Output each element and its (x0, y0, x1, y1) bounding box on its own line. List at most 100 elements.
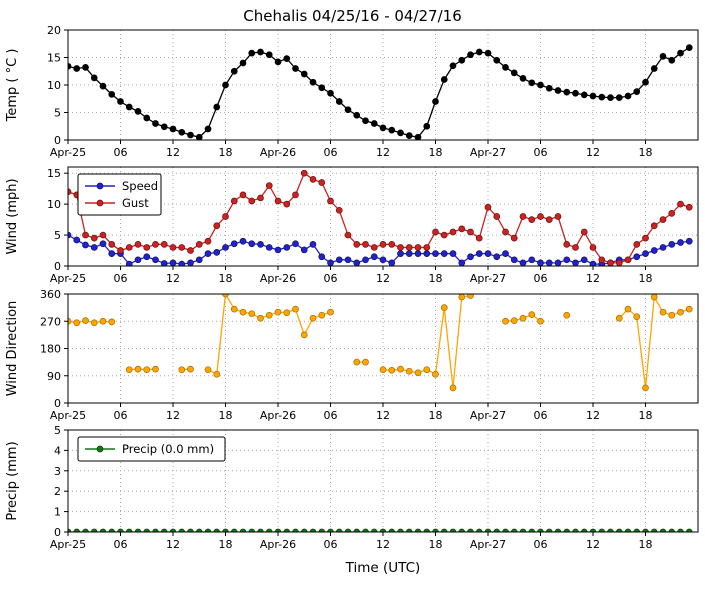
x-tick-label: 18 (639, 272, 653, 285)
x-tick-label: 18 (639, 146, 653, 159)
x-tick-label: Apr-25 (50, 409, 86, 422)
y-tick-label-temp: 0 (54, 134, 61, 147)
x-tick-label: 12 (376, 538, 390, 551)
x-tick-label: Apr-26 (260, 409, 296, 422)
direction-line (129, 368, 156, 371)
x-tick-label: 06 (534, 146, 548, 159)
series-group-temp (68, 44, 693, 140)
series-group-wind-direction (68, 294, 693, 392)
x-tick-label: 12 (376, 146, 390, 159)
x-tick-label: 18 (429, 272, 443, 285)
y-tick-label-precip: 3 (54, 465, 61, 478)
x-tick-label: 12 (166, 409, 180, 422)
x-tick-label: 18 (219, 272, 233, 285)
speed-line (68, 234, 690, 265)
y-tick-label-temp: 5 (54, 107, 61, 120)
x-tick-label: Apr-27 (470, 538, 506, 551)
x-tick-label: 06 (534, 538, 548, 551)
y-tick-label-wind-direction: 90 (47, 370, 61, 383)
y-tick-label-temp: 10 (47, 79, 61, 92)
y-tick-label-wind-direction: 0 (54, 397, 61, 410)
y-tick-label-temp: 20 (47, 24, 61, 37)
x-tick-label: Apr-27 (470, 146, 506, 159)
y-tick-label-wind: 5 (54, 229, 61, 242)
x-tick-label: 12 (376, 409, 390, 422)
x-tick-label: 12 (166, 146, 180, 159)
x-tick-label: 18 (429, 146, 443, 159)
x-tick-label: Apr-27 (470, 409, 506, 422)
speed-markers (68, 231, 693, 266)
y-tick-label-temp: 15 (47, 52, 61, 65)
x-tick-label: 06 (534, 272, 548, 285)
direction-markers (68, 294, 693, 392)
y-tick-label-precip: 4 (54, 444, 61, 457)
x-tick-label: Apr-25 (50, 146, 86, 159)
legend-precip: Precip (0.0 mm) (77, 436, 226, 462)
temp-markers (68, 44, 693, 140)
legend-label: Speed (122, 179, 158, 193)
subplot-wind-direction: 0 90 180 270 360 Apr-25 06 12 18 Apr-26 06 12 18 Apr-… (5, 288, 699, 422)
x-tick-label: 06 (114, 272, 128, 285)
x-tick-label: 06 (324, 409, 338, 422)
chart-title: Chehalis 04/25/16 - 04/27/16 (243, 7, 462, 25)
y-axis-title-wind: Wind (mph) (5, 178, 20, 254)
x-tick-label: 18 (219, 146, 233, 159)
gust-markers (68, 169, 693, 266)
x-axis-title: Time (UTC) (345, 560, 421, 576)
subplot-temp: 0 5 10 15 20 Apr-25 06 12 18 Apr-26 06 12 18 Apr-27 06… (5, 24, 699, 159)
legend-label: Gust (122, 196, 149, 210)
y-tick-label-wind: 10 (47, 198, 61, 211)
legend-label: Precip (0.0 mm) (122, 442, 214, 456)
x-tick-label: Apr-25 (50, 272, 86, 285)
y-tick-label-wind: 0 (54, 260, 61, 273)
grid-temp (67, 29, 698, 141)
subplot-wind: 0 5 10 15 Apr-25 06 12 18 Apr-26 06 12 18 Apr-27 06 12… (5, 166, 699, 285)
x-tick-label: 18 (429, 538, 443, 551)
x-tick-label: 12 (376, 272, 390, 285)
x-tick-label: 06 (114, 538, 128, 551)
y-axis-title-precip: Precip (mm) (5, 441, 20, 520)
x-tick-label: 06 (114, 409, 128, 422)
x-tick-label: 12 (586, 146, 600, 159)
y-tick-label-wind-direction: 180 (40, 343, 61, 356)
x-tick-label: Apr-25 (50, 538, 86, 551)
x-tick-label: 12 (586, 272, 600, 285)
x-tick-label: 12 (586, 409, 600, 422)
series-group-precip (68, 528, 693, 532)
x-tick-label: 18 (639, 538, 653, 551)
x-tick-label: Apr-27 (470, 272, 506, 285)
x-tick-label: 18 (219, 538, 233, 551)
y-tick-label-precip: 5 (54, 424, 61, 437)
y-tick-label-wind-direction: 270 (40, 315, 61, 328)
y-tick-label-precip: 0 (54, 526, 61, 539)
y-tick-label-precip: 2 (54, 485, 61, 498)
x-tick-label: 06 (114, 146, 128, 159)
direction-line (207, 294, 331, 376)
x-tick-label: 18 (429, 409, 443, 422)
y-tick-label-wind: 15 (47, 167, 61, 180)
x-tick-label: 12 (166, 538, 180, 551)
x-tick-label: 06 (324, 538, 338, 551)
x-tick-label: 06 (534, 409, 548, 422)
x-tick-label: 06 (324, 146, 338, 159)
x-tick-label: 18 (219, 409, 233, 422)
legend-wind: Speed Gust (77, 173, 162, 216)
grid-wind-direction (67, 293, 698, 404)
x-tick-label: 18 (639, 409, 653, 422)
y-axis-title-temp: Temp ( °C ) (5, 49, 20, 123)
temp-line (68, 47, 690, 138)
x-tick-label: Apr-26 (260, 538, 296, 551)
y-tick-label-precip: 1 (54, 506, 61, 519)
direction-line (382, 294, 471, 388)
series-group-wind (68, 169, 693, 266)
x-tick-label: 12 (586, 538, 600, 551)
y-axis-title-wind-direction: Wind Direction (5, 301, 20, 397)
grid-wind (67, 167, 698, 267)
y-tick-label-wind-direction: 360 (40, 288, 61, 301)
x-tick-label: Apr-26 (260, 146, 296, 159)
x-tick-label: Apr-26 (260, 272, 296, 285)
precip-markers (68, 528, 693, 532)
